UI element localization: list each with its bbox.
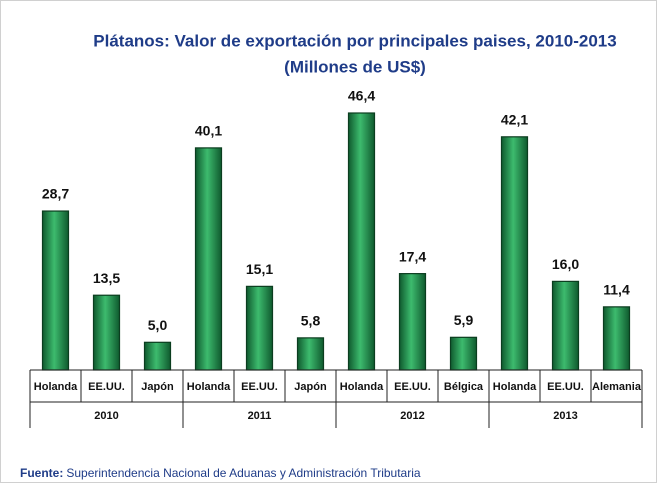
bar — [347, 112, 376, 371]
bar — [41, 210, 70, 371]
value-label: 15,1 — [246, 261, 273, 277]
bar — [449, 336, 478, 371]
bar — [92, 294, 121, 371]
value-label: 5,9 — [454, 312, 474, 328]
group-label: 2011 — [248, 410, 272, 422]
group-label: 2010 — [94, 410, 118, 422]
source-note: Fuente: Superintendencia Nacional de Adua… — [20, 466, 421, 480]
value-label: 13,5 — [93, 270, 120, 286]
x-tick-label: Bélgica — [444, 381, 484, 393]
x-tick-label: Japón — [294, 381, 327, 393]
value-label: 5,8 — [301, 313, 321, 329]
x-tick-label: Holanda — [187, 381, 231, 393]
source-text: Superintendencia Nacional de Aduanas y A… — [66, 466, 421, 480]
value-label: 5,0 — [148, 317, 168, 333]
x-tick-label: EE.UU. — [394, 381, 431, 393]
value-label: 28,7 — [42, 186, 69, 202]
chart-subtitle: (Millones de US$) — [284, 57, 426, 76]
bar — [143, 341, 172, 371]
x-tick-label: EE.UU. — [241, 381, 278, 393]
bar — [602, 306, 631, 371]
bar — [245, 285, 274, 371]
x-tick-label: Japón — [141, 381, 174, 393]
source-label: Fuente: — [20, 466, 63, 480]
x-tick-label: EE.UU. — [88, 381, 125, 393]
value-label: 40,1 — [195, 123, 222, 139]
bar — [296, 337, 325, 371]
bar — [194, 147, 223, 371]
value-label: 17,4 — [399, 248, 426, 264]
value-label: 46,4 — [348, 88, 375, 104]
x-tick-label: Holanda — [34, 381, 78, 393]
chart-title: Plátanos: Valor de exportación por princ… — [93, 31, 616, 50]
x-tick-label: Holanda — [493, 381, 537, 393]
x-tick-label: Holanda — [340, 381, 384, 393]
value-label: 11,4 — [603, 282, 630, 298]
bar — [398, 273, 427, 371]
group-label: 2013 — [553, 410, 577, 422]
x-tick-label: Alemania — [592, 381, 642, 393]
bar — [500, 136, 529, 371]
group-label: 2012 — [400, 410, 424, 422]
value-label: 16,0 — [552, 256, 579, 272]
x-tick-label: EE.UU. — [547, 381, 584, 393]
value-label: 42,1 — [501, 112, 528, 128]
bar — [551, 280, 580, 371]
